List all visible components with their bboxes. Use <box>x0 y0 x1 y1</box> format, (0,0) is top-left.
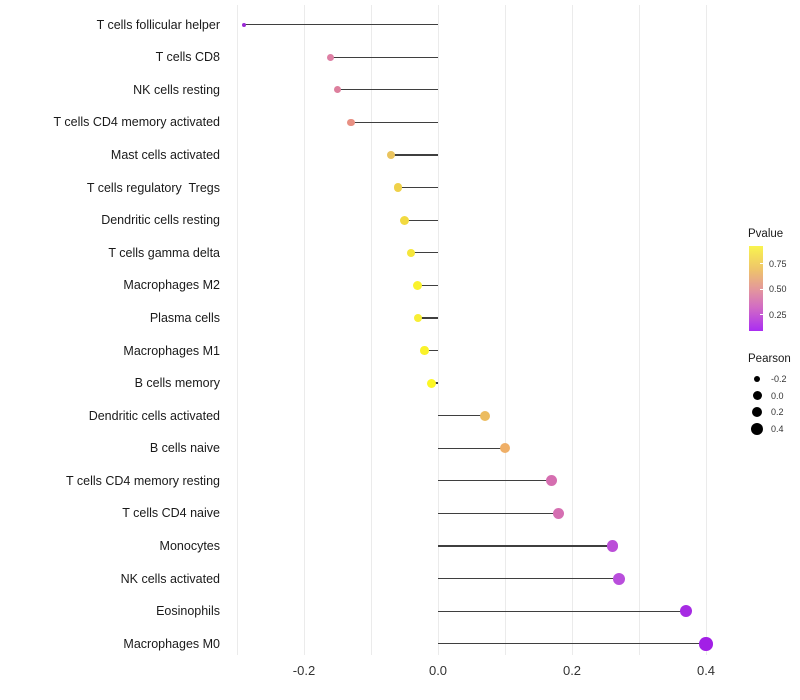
lollipop-dot <box>347 118 355 127</box>
lollipop-stem <box>438 610 686 612</box>
category-label: T cells regulatory Tregs <box>86 180 220 195</box>
lollipop-stem <box>411 252 438 254</box>
pearson-legend-label: 0.0 <box>771 390 784 401</box>
category-label: Dendritic cells resting <box>101 213 220 228</box>
category-label: NK cells resting <box>133 82 220 97</box>
pearson-legend-label: 0.4 <box>771 423 784 434</box>
category-label: Eosinophils <box>156 604 220 619</box>
gridline <box>371 5 372 655</box>
lollipop-stem <box>391 154 438 156</box>
colorbar-tick-label: 0.75 <box>769 258 787 269</box>
lollipop-stem <box>330 56 438 58</box>
pvalue-legend-title: Pvalue <box>748 228 784 240</box>
pearson-legend-title: Pearson <box>748 353 791 365</box>
colorbar-tick-label: 0.50 <box>769 284 787 295</box>
pearson-legend-dot <box>752 391 762 400</box>
category-label: T cells CD4 memory resting <box>66 473 220 488</box>
gridline <box>639 5 640 655</box>
category-label: T cells CD8 <box>155 50 220 65</box>
category-label: Monocytes <box>159 539 220 553</box>
pearson-legend-dot <box>751 422 763 435</box>
lollipop-stem <box>404 219 438 221</box>
lollipop-dot <box>420 346 429 355</box>
pvalue-colorbar <box>749 246 763 331</box>
lollipop-dot <box>606 540 618 552</box>
colorbar-tick-mark <box>760 314 763 316</box>
lollipop-dot <box>479 410 490 421</box>
lollipop-stem <box>438 545 613 547</box>
x-tick-label: 0.0 <box>428 663 448 678</box>
lollipop-dot <box>546 475 558 487</box>
x-tick-label: 0.2 <box>562 663 582 678</box>
lollipop-dot <box>426 378 436 388</box>
lollipop-stem <box>350 121 438 124</box>
pearson-legend-label: 0.2 <box>771 407 784 417</box>
colorbar-tick-mark <box>760 263 763 265</box>
gridline <box>438 5 439 655</box>
gridline <box>304 5 305 655</box>
lollipop-dot <box>400 215 409 225</box>
gridline <box>237 5 238 655</box>
lollipop-dot <box>334 86 341 94</box>
category-label: Macrophages M0 <box>123 636 220 651</box>
category-label: Plasma cells <box>149 310 220 325</box>
lollipop-stem <box>438 643 706 645</box>
lollipop-dot <box>553 507 565 519</box>
lollipop-dot <box>413 313 423 323</box>
colorbar-tick-label: 0.25 <box>769 309 787 320</box>
x-tick-label: 0.4 <box>696 663 716 678</box>
category-label: Mast cells activated <box>110 148 220 162</box>
gridline <box>572 5 573 655</box>
lollipop-stem <box>438 480 552 482</box>
category-label: Dendritic cells activated <box>88 408 220 423</box>
lollipop-stem <box>438 577 619 580</box>
lollipop-stem <box>438 415 485 417</box>
pearson-legend-label: -0.2 <box>771 374 787 384</box>
lollipop-stem <box>243 24 438 26</box>
lollipop-stem <box>438 447 505 449</box>
category-label: T cells gamma delta <box>108 245 220 260</box>
gridline <box>505 5 506 655</box>
lollipop-dot <box>406 248 416 257</box>
lollipop-stem <box>417 284 438 286</box>
category-label: Macrophages M2 <box>123 278 220 293</box>
pearson-legend-dot <box>753 375 761 383</box>
category-label: T cells follicular helper <box>96 17 220 32</box>
lollipop-stem <box>438 512 559 515</box>
lollipop-dot <box>327 53 335 61</box>
category-label: B cells naive <box>149 441 220 456</box>
lollipop-dot <box>241 22 246 27</box>
category-label: Macrophages M1 <box>123 343 220 358</box>
x-tick-label: -0.2 <box>292 663 316 678</box>
category-label: T cells CD4 naive <box>122 506 220 521</box>
lollipop-dot <box>679 604 693 618</box>
lollipop-dot <box>699 637 713 651</box>
lollipop-dot <box>393 183 403 192</box>
colorbar-tick-mark <box>760 288 763 290</box>
plot-panel <box>227 5 722 655</box>
lollipop-dot <box>500 443 510 454</box>
category-label: T cells CD4 memory activated <box>53 115 221 130</box>
lollipop-dot <box>413 280 423 290</box>
category-label: B cells memory <box>134 376 220 391</box>
lollipop-dot <box>612 572 625 585</box>
lollipop-dot <box>386 150 396 160</box>
lollipop-stem <box>417 317 438 319</box>
lollipop-stem <box>397 186 438 189</box>
lollipop-stem <box>337 89 438 91</box>
lollipop-stem <box>424 349 438 352</box>
category-label: NK cells activated <box>120 571 220 586</box>
gridline <box>706 5 707 655</box>
pearson-legend-dot <box>751 406 763 418</box>
